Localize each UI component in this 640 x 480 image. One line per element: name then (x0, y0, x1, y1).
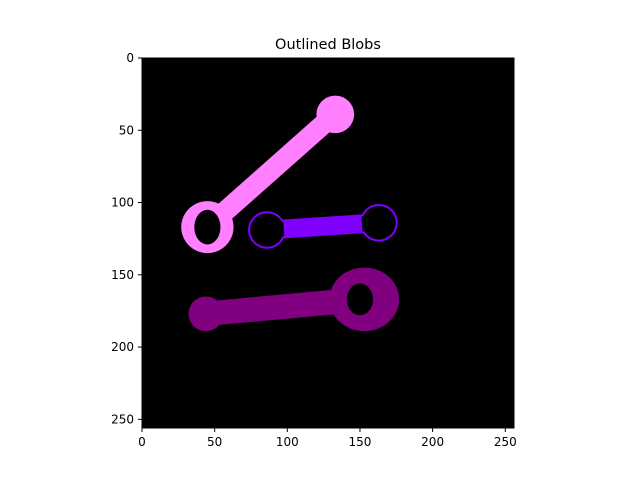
y-tick-label: 50 (119, 123, 134, 137)
blob-shaft-fill (283, 215, 363, 238)
y-tick-label: 100 (111, 196, 134, 210)
blob-hole (194, 209, 221, 245)
x-tick-label: 100 (276, 435, 299, 449)
x-tick-label: 150 (349, 435, 372, 449)
blob-end (316, 95, 355, 134)
y-tick-label: 150 (111, 268, 134, 282)
blob-hole (346, 283, 374, 316)
chart-title: Outlined Blobs (275, 37, 381, 53)
x-tick-label: 200 (421, 435, 444, 449)
x-tick-label: 250 (494, 435, 517, 449)
y-tick-label: 200 (111, 340, 134, 354)
x-tick-label: 0 (138, 435, 146, 449)
y-axis: 0 50 100 150 200 250 (111, 51, 142, 426)
y-tick-label: 250 (111, 412, 134, 426)
blob-3 (188, 267, 400, 332)
blob-2 (248, 203, 398, 249)
y-tick-label: 0 (126, 51, 134, 65)
axes-frame (141, 57, 515, 429)
x-tick-label: 50 (207, 435, 222, 449)
x-axis: 0 50 100 150 200 250 (138, 428, 517, 449)
blob-1 (181, 95, 355, 254)
blob-layer (181, 95, 400, 332)
blob-shaft (197, 110, 339, 238)
blob-end-interior (361, 205, 396, 240)
blob-hole (253, 214, 281, 246)
blob-head (188, 296, 224, 332)
